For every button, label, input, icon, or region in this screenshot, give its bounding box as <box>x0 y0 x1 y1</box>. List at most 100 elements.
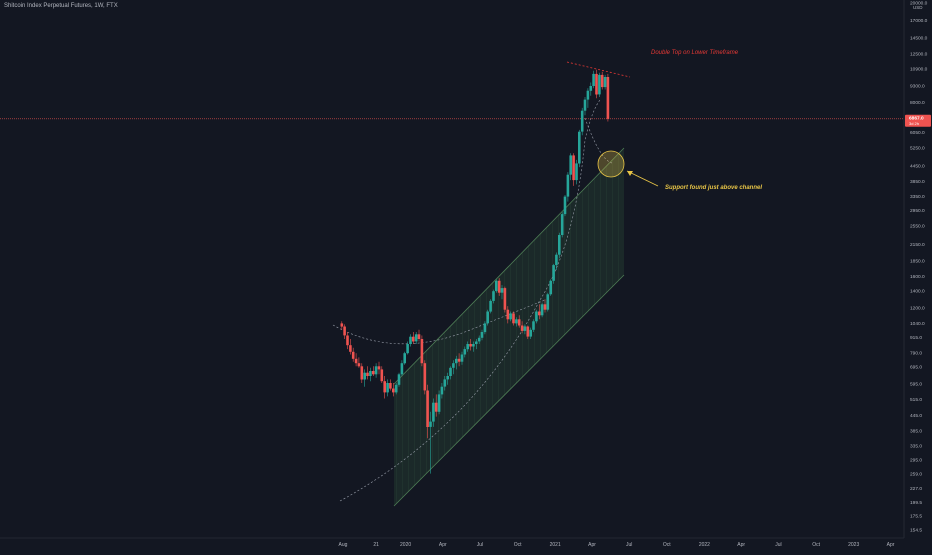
candle-up <box>558 235 561 255</box>
candle-down <box>434 402 438 412</box>
candle-down <box>383 381 386 393</box>
candle-up <box>394 384 398 393</box>
x-tick-label: Apr <box>439 542 447 548</box>
candle-down <box>360 366 364 380</box>
candle-down <box>469 344 472 347</box>
candle-up <box>475 341 478 344</box>
candle-down <box>417 334 421 339</box>
candle-down <box>377 366 381 370</box>
candle-down <box>600 74 604 88</box>
candle-down <box>343 326 346 336</box>
candle-up <box>569 155 572 175</box>
countdown: 3d 2h <box>909 121 919 126</box>
y-tick-label: 259.0 <box>910 472 922 478</box>
candle-up <box>589 86 593 91</box>
candle-down <box>506 309 510 320</box>
rising-channel-hatch <box>394 148 624 506</box>
candle-down <box>512 313 515 324</box>
candle-down <box>595 73 598 95</box>
candle-up <box>586 90 590 100</box>
candle-up <box>532 321 535 330</box>
y-tick-label: 295.0 <box>910 457 922 463</box>
y-tick-label: 515.0 <box>910 397 922 403</box>
candles-group <box>340 69 610 474</box>
candle-down <box>354 358 358 364</box>
candle-down <box>526 326 530 337</box>
candle-up <box>592 73 595 86</box>
candle-down <box>423 363 427 391</box>
y-tick-label: 915.0 <box>910 335 922 341</box>
candle-up <box>463 349 467 355</box>
y-tick-label: 227.0 <box>910 486 922 492</box>
candle-down <box>543 304 547 310</box>
y-tick-label: 20000.0 <box>910 1 928 7</box>
candle-down <box>372 371 375 375</box>
candle-up <box>440 386 444 395</box>
candle-up <box>546 294 550 310</box>
channel-group <box>393 147 625 507</box>
candle-up <box>466 344 469 350</box>
candle-up <box>480 332 484 338</box>
candle-up <box>397 374 401 385</box>
candle-down <box>520 325 524 331</box>
candle-up <box>429 421 432 427</box>
candle-up <box>535 311 538 322</box>
candle-up <box>409 336 412 344</box>
candle-up <box>509 313 512 320</box>
channel-lower-line <box>393 274 625 507</box>
candle-down <box>349 345 352 352</box>
channel-upper-line <box>393 147 625 385</box>
y-tick-label: 3350.0 <box>910 194 925 200</box>
candle-down <box>420 339 424 364</box>
support-arrow-head <box>627 171 633 176</box>
candle-down <box>497 280 501 293</box>
candle-up <box>566 174 570 197</box>
candle-up <box>414 334 418 342</box>
symbol-header[interactable]: Shitcoin Index Perpetual Futures, 1W, FT… <box>4 3 118 9</box>
x-tick-label: Jul <box>477 542 483 548</box>
x-tick-label: 21 <box>373 542 379 548</box>
candle-down <box>517 319 521 326</box>
candle-up <box>406 344 409 354</box>
double-top-annotation: Double Top on Lower Timeframe <box>651 50 739 56</box>
y-tick-label: 3850.0 <box>910 179 925 185</box>
y-tick-label: 1200.0 <box>910 305 925 311</box>
candle-down <box>346 335 349 346</box>
candle-up <box>489 300 492 312</box>
candle-up <box>483 323 487 333</box>
rounded-bottom-arc <box>332 299 546 345</box>
candle-down <box>357 363 361 367</box>
candle-up <box>598 74 601 95</box>
y-tick-label: 4450.0 <box>910 163 925 169</box>
candle-up <box>540 304 544 316</box>
candle-up <box>563 196 567 215</box>
y-tick-label: 10900.0 <box>910 66 928 72</box>
double-top-line <box>566 61 631 78</box>
x-tick-label: Aug <box>339 542 348 548</box>
x-tick-label: Apr <box>588 542 596 548</box>
candle-up <box>560 214 564 235</box>
y-tick-label: 17000.0 <box>910 18 928 24</box>
time-axis[interactable]: Aug 21 2020 Apr Jul Oct 2021 Apr Jul Oct 2022 Apr Ju… <box>339 542 895 548</box>
x-tick-label: 2022 <box>699 542 710 548</box>
y-tick-label: 1600.0 <box>910 274 925 280</box>
candle-down <box>457 358 461 362</box>
candle-up <box>449 367 452 376</box>
parabolic-curve <box>339 99 601 502</box>
candle-down <box>426 390 429 427</box>
y-tick-label: 199.5 <box>910 500 922 506</box>
x-tick-label: Oct <box>514 542 522 548</box>
x-tick-label: 2023 <box>848 542 859 548</box>
y-tick-label: 9300.0 <box>910 84 925 90</box>
candle-down <box>538 311 541 316</box>
candle-down <box>412 336 415 342</box>
y-tick-label: 385.0 <box>910 429 922 435</box>
candle-up <box>446 376 449 380</box>
y-tick-label: 12500.0 <box>910 51 928 57</box>
currency-label: USD <box>913 5 923 10</box>
y-tick-label: 14500.0 <box>910 35 928 41</box>
price-axis[interactable]: 20000.0 17000.0 14500.0 12500.0 10900.0 9300.… <box>910 1 928 534</box>
candle-up <box>374 366 378 375</box>
